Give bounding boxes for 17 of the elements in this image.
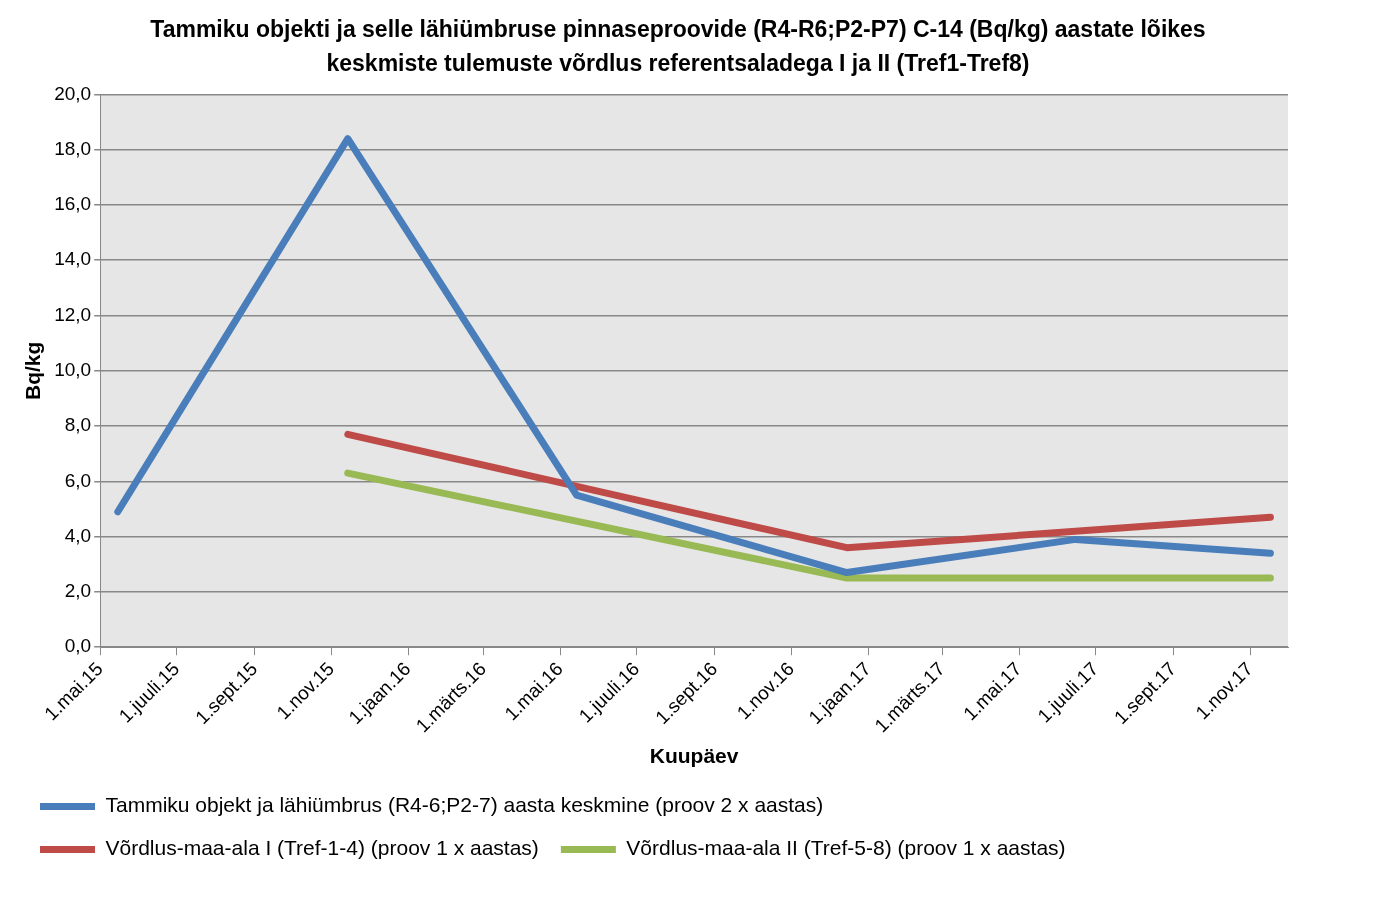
legend-label: Tammiku objekt ja lähiümbrus (R4-6;P2-7) aasta keskmine (proov 2 x aastas) xyxy=(105,793,824,817)
y-tick-label: 2,0 xyxy=(64,580,92,602)
y-tick-label: 12,0 xyxy=(54,303,92,325)
legend-label: Võrdlus-maa-ala I (Tref-1-4) (proov 1 x aastas) xyxy=(105,836,539,860)
legend-label: Võrdlus-maa-ala II (Tref-5-8) (proov 1 x aastas) xyxy=(626,836,1066,860)
x-axis-title: Kuupäev xyxy=(649,744,739,768)
y-tick-label: 18,0 xyxy=(54,137,92,159)
y-tick-label: 14,0 xyxy=(54,248,92,270)
y-tick-label: 10,0 xyxy=(54,359,92,381)
chart-title: Tammiku objekti ja selle lähiümbruse pinnaseproovide (R4-R6;P2-P7) C-14 (Bq/kg) aastate lõikes keskmiste tulemuste võrdlus referentsaladega I ja II (Tref1-Tref8) xyxy=(149,15,1207,78)
y-tick-label: 8,0 xyxy=(64,414,92,436)
y-axis-title: Bq/kg xyxy=(21,341,45,400)
y-tick-label: 0,0 xyxy=(64,635,92,657)
y-tick-label: 20,0 xyxy=(54,82,92,104)
y-tick-label: 4,0 xyxy=(64,524,92,546)
y-tick-label: 6,0 xyxy=(64,469,92,491)
y-tick-label: 16,0 xyxy=(54,193,92,215)
